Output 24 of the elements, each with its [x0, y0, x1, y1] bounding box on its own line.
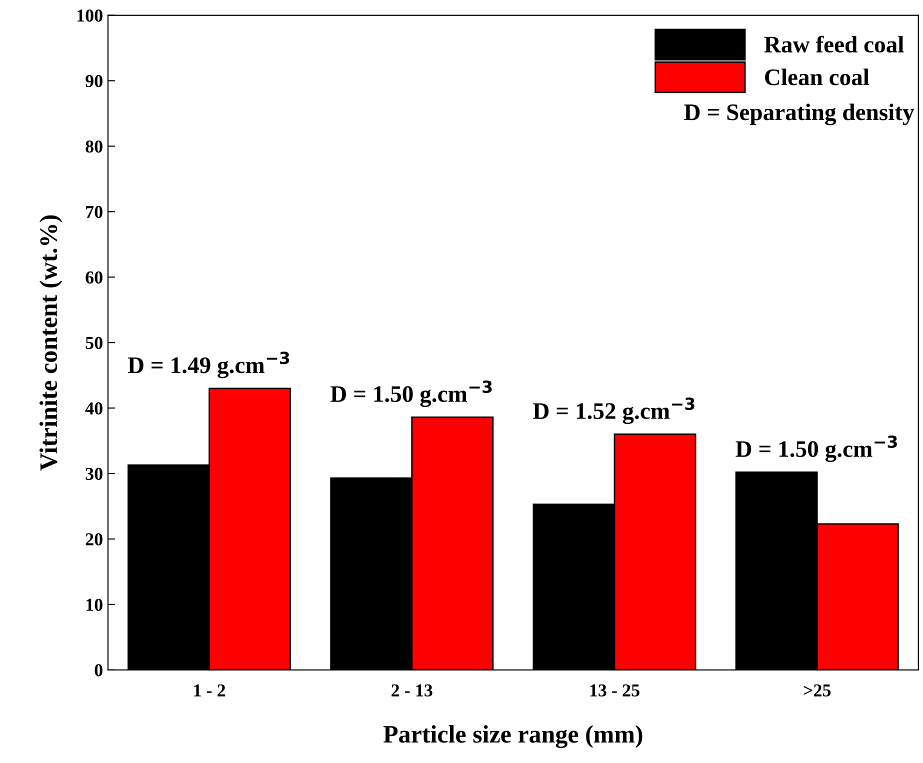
y-axis-title: Vitrinite content (wt.%)	[39, 215, 62, 471]
x-tick-label: 13 - 25	[590, 684, 640, 697]
y-tick-label: 20	[86, 533, 102, 546]
x-tick-label: 2 - 13	[392, 684, 432, 697]
y-tick-label: 70	[86, 206, 102, 218]
x-axis-title: Particle size range (mm)	[383, 725, 642, 748]
y-tick-label: 0	[94, 664, 102, 676]
annotation: D = 1.52 g.cm$^{−3}$	[533, 398, 694, 424]
annotation: D = 1.50 g.cm$^{−3}$	[330, 380, 492, 407]
y-tick-label: 40	[85, 402, 102, 414]
x-tick-label: >25	[804, 684, 831, 697]
y-tick-label: 50	[86, 336, 102, 350]
y-tick-label: 80	[86, 140, 102, 153]
annotation: D = 1.50 g.cm$^{−3}$	[736, 435, 897, 462]
annotation: D = 1.49 g.cm$^{−3}$	[128, 352, 290, 378]
legend-label: Clean coal	[765, 68, 870, 86]
annotation: D = Separating density	[684, 104, 914, 126]
legend-label: Raw feed coal	[764, 36, 904, 53]
x-tick-label: 1 - 2	[194, 684, 226, 696]
y-tick-label: 30	[86, 468, 102, 480]
y-tick-label: 60	[86, 271, 102, 284]
y-tick-label: 90	[86, 74, 102, 88]
y-tick-label: 10	[86, 598, 102, 611]
y-tick-label: 100	[77, 10, 102, 22]
